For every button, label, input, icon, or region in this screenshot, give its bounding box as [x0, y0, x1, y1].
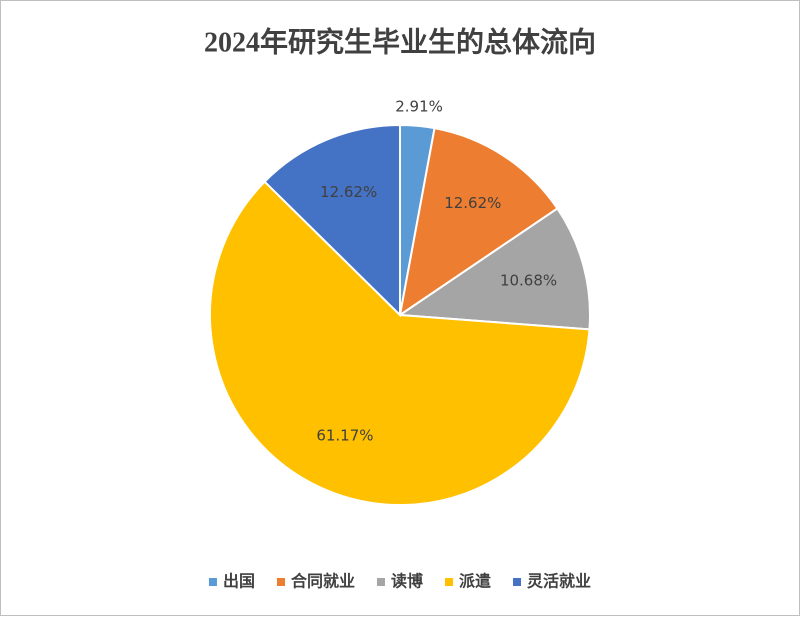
- legend-swatch: [513, 578, 522, 586]
- legend-label: 合同就业: [291, 572, 355, 591]
- pie-slice: [263, 123, 401, 318]
- pie-slice: [398, 127, 559, 318]
- legend-label: 灵活就业: [527, 572, 591, 591]
- legend-label: 读博: [391, 572, 423, 591]
- chart-title: 2024年研究生毕业生的总体流向: [204, 25, 596, 58]
- legend-swatch: [276, 578, 285, 586]
- legend-label: 出国: [223, 572, 255, 591]
- pie-slice: [397, 207, 591, 331]
- data-label: 61.17%: [316, 427, 373, 445]
- legend-swatch: [376, 578, 385, 586]
- legend-swatch: [208, 578, 217, 586]
- data-label: 2.91%: [395, 97, 443, 115]
- legend-label: 派遣: [459, 572, 491, 591]
- pie-slice: [209, 180, 591, 506]
- legend-swatch: [445, 578, 454, 586]
- data-label: 12.62%: [444, 194, 501, 212]
- data-label: 12.62%: [320, 183, 377, 201]
- data-label: 10.68%: [500, 271, 557, 289]
